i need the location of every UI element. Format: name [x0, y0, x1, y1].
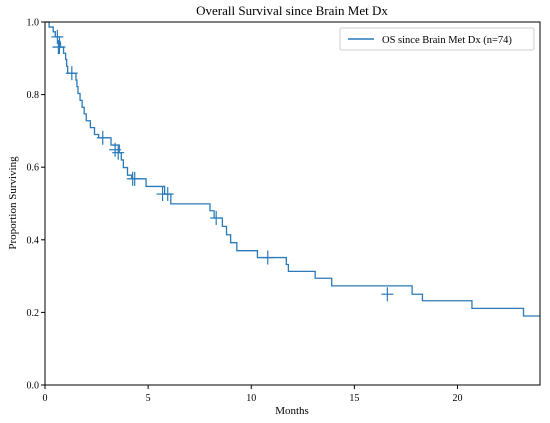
- censor-marks: [51, 29, 394, 302]
- y-axis-ticks: 0.0 0.2 0.4 0.6 0.8 1.0: [27, 18, 45, 392]
- legend-box: [339, 27, 535, 51]
- chart-title: Overall Survival since Brain Met Dx: [196, 3, 388, 18]
- censor-mark: [128, 171, 141, 186]
- censor-mark: [65, 66, 78, 81]
- plot-frame: [44, 21, 541, 386]
- y-tick-label: 1.0: [27, 18, 40, 29]
- x-tick-label: 5: [146, 393, 151, 404]
- y-tick-label: 0.6: [27, 163, 40, 174]
- x-tick-label: 10: [246, 393, 256, 404]
- series-line: [45, 21, 540, 317]
- x-tick-label: 20: [453, 393, 463, 404]
- censor-mark: [51, 29, 64, 44]
- y-tick-label: 0.0: [27, 381, 40, 392]
- legend: OS since Brain Met Dx (n=74): [339, 27, 535, 51]
- y-tick-label: 0.2: [27, 308, 40, 319]
- y-tick-label: 0.8: [27, 90, 40, 101]
- censor-mark: [261, 250, 274, 265]
- y-axis-label: Proportion Surviving: [7, 156, 19, 250]
- y-tick-label: 0.4: [27, 235, 40, 246]
- x-tick-label: 15: [349, 393, 359, 404]
- x-axis-label: Months: [275, 405, 309, 417]
- censor-mark: [53, 40, 66, 55]
- censor-mark: [381, 287, 394, 302]
- legend-entry: OS since Brain Met Dx (n=74): [382, 35, 512, 46]
- censor-mark: [96, 130, 109, 145]
- censor-mark: [109, 142, 122, 157]
- censor-mark: [210, 211, 223, 226]
- x-axis-ticks: 0 5 10 15 20: [43, 385, 463, 404]
- plot-area: [45, 21, 540, 317]
- censor-mark: [161, 187, 174, 202]
- x-tick-label: 0: [43, 393, 48, 404]
- censor-mark: [112, 145, 125, 160]
